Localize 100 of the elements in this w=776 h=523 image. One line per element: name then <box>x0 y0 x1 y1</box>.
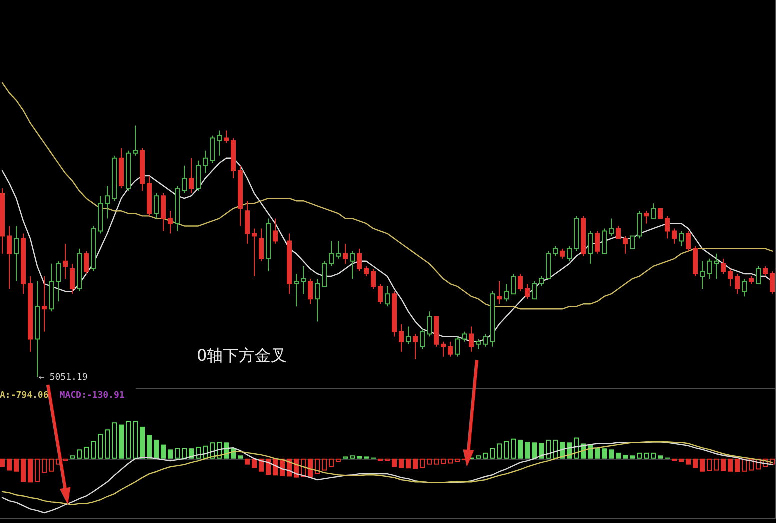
candlestick <box>420 328 425 350</box>
candlestick <box>182 165 187 194</box>
candlestick <box>238 165 243 227</box>
candlestick <box>252 228 257 277</box>
bar <box>714 458 719 471</box>
candlestick <box>0 188 5 254</box>
candlestick <box>714 253 719 280</box>
bar <box>413 458 418 470</box>
bar <box>700 458 705 472</box>
candlestick <box>749 276 754 285</box>
candlestick <box>707 258 712 280</box>
bar <box>7 458 12 471</box>
bar <box>532 442 537 459</box>
candlestick <box>336 240 341 260</box>
candlestick <box>630 236 635 250</box>
candlestick <box>637 210 642 240</box>
candlestick <box>658 208 663 220</box>
bar <box>42 458 47 473</box>
candlestick <box>301 266 306 295</box>
bar <box>77 450 82 459</box>
candlestick <box>371 268 376 290</box>
bar <box>378 458 383 462</box>
candlestick <box>476 338 481 350</box>
candlestick <box>7 226 12 290</box>
candlestick <box>665 216 670 240</box>
candlestick <box>385 286 390 308</box>
candlestick <box>77 248 82 292</box>
bar <box>630 456 635 459</box>
candlestick <box>532 281 537 300</box>
candlestick <box>567 246 572 262</box>
bar <box>49 458 54 472</box>
bar <box>259 458 264 472</box>
candlestick <box>224 130 229 144</box>
bar <box>427 458 432 465</box>
bar <box>518 440 523 459</box>
candlestick <box>245 200 250 244</box>
candlestick <box>49 263 54 312</box>
candlestick <box>511 273 516 295</box>
candlestick <box>42 276 47 332</box>
candlestick <box>672 228 677 244</box>
bar <box>420 458 425 468</box>
candlestick <box>378 284 383 305</box>
candlestick <box>63 243 68 280</box>
bar <box>434 458 439 465</box>
candlestick <box>28 276 33 352</box>
candlestick <box>574 216 579 252</box>
candlestick <box>287 233 292 295</box>
candlestick <box>504 284 509 302</box>
candlestick <box>497 281 502 305</box>
bar <box>441 458 446 464</box>
candlestick <box>560 248 565 260</box>
bar <box>35 458 40 482</box>
bar <box>147 435 152 459</box>
candlestick <box>161 193 166 232</box>
bar <box>168 450 173 459</box>
candlestick <box>392 291 397 338</box>
candlestick <box>70 263 75 295</box>
bar <box>595 448 600 459</box>
annotation: 0轴下方金叉 <box>197 346 288 365</box>
candlestick <box>539 276 544 288</box>
bar <box>686 458 691 465</box>
candlestick <box>189 158 194 194</box>
candlestick <box>553 246 558 257</box>
candlestick <box>721 258 726 274</box>
candlestick <box>399 324 404 352</box>
bar <box>357 456 362 459</box>
bar <box>133 421 138 459</box>
bar <box>623 455 628 459</box>
candlestick <box>427 311 432 338</box>
candlestick <box>623 236 628 254</box>
candlestick <box>315 278 320 322</box>
candlestick <box>616 226 621 240</box>
candlestick <box>322 260 327 288</box>
bar <box>175 448 180 459</box>
bar <box>322 458 327 471</box>
bar <box>238 456 243 459</box>
candlestick <box>490 291 495 348</box>
bar <box>525 442 530 459</box>
bar <box>728 458 733 472</box>
bar <box>21 458 26 482</box>
bar <box>644 452 649 459</box>
bar <box>98 434 103 459</box>
bar <box>336 458 341 462</box>
bar <box>350 456 355 459</box>
bar <box>735 458 740 472</box>
candlestick <box>735 273 740 295</box>
candlestick <box>364 266 369 277</box>
candlestick <box>441 341 446 358</box>
bar <box>637 452 642 459</box>
candlestick <box>203 150 208 174</box>
bar <box>329 458 334 467</box>
bar <box>483 452 488 459</box>
bar <box>252 458 257 468</box>
bar <box>707 458 712 472</box>
candlestick <box>98 196 103 234</box>
bar <box>140 426 145 459</box>
candlestick <box>686 230 691 252</box>
candlestick <box>14 226 19 282</box>
bar <box>91 441 96 459</box>
bar <box>161 444 166 459</box>
